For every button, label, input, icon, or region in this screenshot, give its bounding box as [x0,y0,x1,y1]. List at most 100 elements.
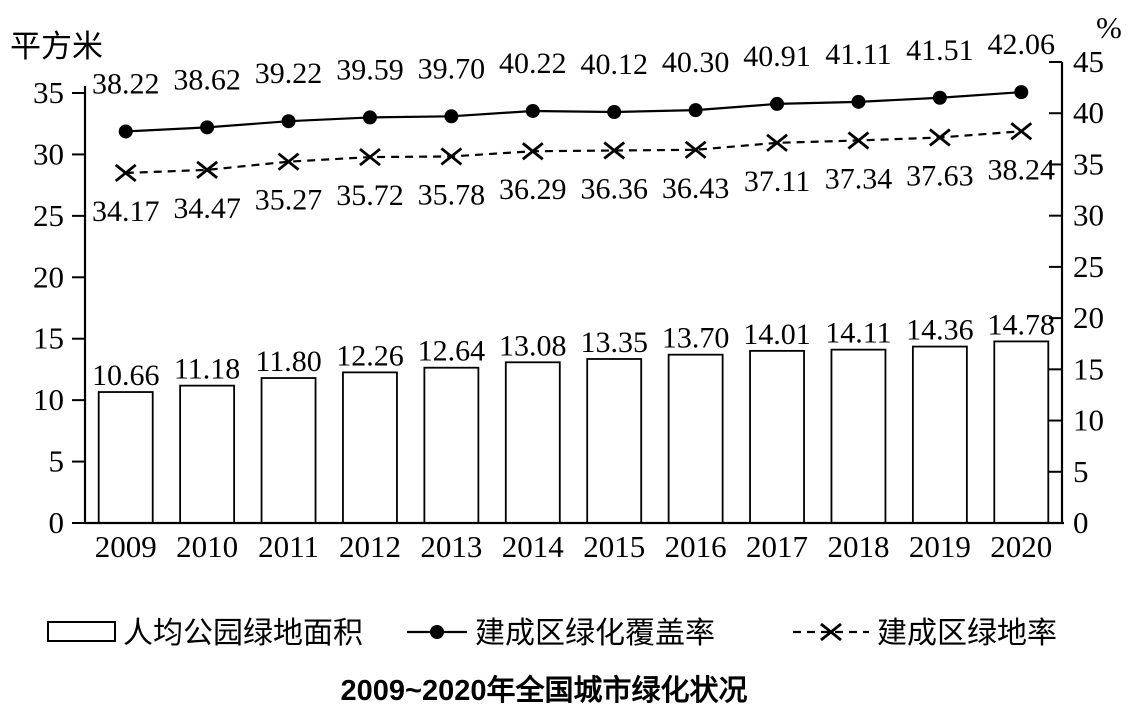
coverage-value-label: 40.91 [743,40,811,73]
bar-swatch [47,621,116,642]
year-label: 2009 [95,529,157,564]
left-axis-tick-label: 25 [33,198,64,233]
right-axis-tick-label: 40 [1073,95,1104,130]
green-rate-line [125,130,1022,175]
green-rate-x-marker [929,128,951,147]
legend-item-bar: 人均公园绿地面积 [47,617,363,650]
right-axis-tick-label: 0 [1073,505,1089,540]
plot-area: 10.66 11.18 11.80 12.26 12.64 13.08 13.35 13.70… [33,28,1104,564]
coverage-value-label: 39.59 [336,53,404,86]
coverage-dot [607,104,622,119]
green-rate-value-label: 35.27 [255,184,323,217]
coverage-value-label: 40.12 [580,48,648,81]
bar-2013 [423,366,480,524]
green-rate-value-label: 34.47 [173,192,241,225]
green-rate-value-label: 37.11 [744,165,810,198]
left-axis-tick-label: 35 [33,75,64,110]
year-label: 2013 [420,529,482,564]
green-rate-value-label: 35.72 [336,179,404,212]
bar-2018 [830,348,887,524]
chart-title: 2009~2020年全国城市绿化状况 [341,673,748,707]
legend-label: 建成区绿化覆盖率 [475,617,715,650]
bar-2009 [97,391,154,524]
left-axis-tick-label: 0 [49,505,65,540]
bar-value-label: 11.18 [174,353,240,386]
green-rate-value-label: 38.24 [988,153,1056,186]
coverage-dot [851,94,866,109]
bar-2010 [179,384,236,524]
green-rate-x-marker [440,147,463,166]
left-axis-tick-label: 10 [33,382,64,417]
coverage-value-label: 39.22 [255,57,323,90]
year-label: 2010 [176,529,238,564]
green-rate-x-marker [114,163,137,183]
year-label: 2019 [909,529,971,564]
coverage-value-label: 41.51 [906,34,974,67]
coverage-dot [688,103,703,118]
right-axis-tick-label: 35 [1073,146,1104,181]
coverage-value-label: 38.22 [92,67,160,100]
green-rate-x-marker [603,141,626,160]
bar-2020 [993,340,1050,524]
legend-label: 人均公园绿地面积 [123,617,363,650]
left-axis-tick-label: 20 [33,259,64,294]
green-rate-x-marker [847,131,870,150]
bar-value-label: 14.36 [906,314,974,347]
coverage-dot [1014,85,1029,100]
bar-value-label: 14.01 [743,318,811,351]
coverage-value-label: 42.06 [988,28,1056,61]
green-rate-x-marker [766,133,788,152]
green-rate-value-label: 36.29 [499,173,567,206]
right-axis-tick-label: 15 [1073,351,1104,386]
year-label: 2018 [827,529,889,564]
bar-2017 [749,349,805,524]
bar-2016 [667,353,724,524]
bar-2019 [911,345,968,524]
coverage-value-label: 39.70 [418,52,486,85]
left-axis: 0 5 10 15 20 25 30 35 [33,75,87,540]
year-label: 2011 [258,529,319,564]
legend-item-coverage: 建成区绿化覆盖率 [407,617,715,650]
coverage-dot [770,96,785,111]
bar-value-label: 12.26 [336,339,404,372]
coverage-dot [525,103,540,118]
year-label: 2012 [339,529,401,564]
green-rate-value-label: 35.78 [418,178,486,211]
bar-2012 [342,371,398,524]
bar-value-label: 13.70 [662,322,730,355]
green-rate-value-label: 37.34 [825,162,893,195]
green-rate-value-label: 36.36 [580,173,648,206]
year-label: 2014 [502,529,565,564]
bar-2011 [260,377,317,524]
left-axis-tick-label: 15 [33,321,64,356]
year-label: 2020 [990,529,1052,564]
year-label: 2016 [665,529,727,564]
coverage-value-label: 38.62 [173,63,241,96]
green-rate-x-marker [196,160,218,179]
green-rate-x-marker [1010,122,1033,141]
right-axis-tick-label: 25 [1073,249,1104,284]
right-axis-tick-label: 5 [1073,454,1089,489]
bar-value-label: 13.08 [499,329,567,362]
right-axis-tick-label: 20 [1073,300,1104,335]
bar-value-label: 10.66 [92,359,160,392]
coverage-dot [118,124,133,139]
bar-value-label: 11.80 [255,345,321,378]
bar-value-label: 12.64 [418,335,486,368]
bar-value-label: 14.78 [988,308,1056,341]
bar-2015 [586,358,643,524]
right-axis-tick-label: 45 [1073,44,1104,79]
green-rate-value-label: 36.43 [662,172,730,205]
bar-2014 [504,361,561,524]
left-axis-tick-label: 5 [49,444,65,479]
coverage-dot [362,110,377,125]
green-rate-x-marker [684,140,707,159]
right-axis-tick-label: 30 [1073,198,1104,233]
right-axis: 0 5 10 15 20 25 30 35 40 45 [1049,44,1104,540]
green-rate-x-marker [359,147,381,167]
left-axis-tick-label: 30 [33,136,64,171]
bar-value-label: 13.35 [580,326,648,359]
coverage-value-label: 40.22 [499,47,567,80]
green-rate-x-marker [277,152,300,171]
